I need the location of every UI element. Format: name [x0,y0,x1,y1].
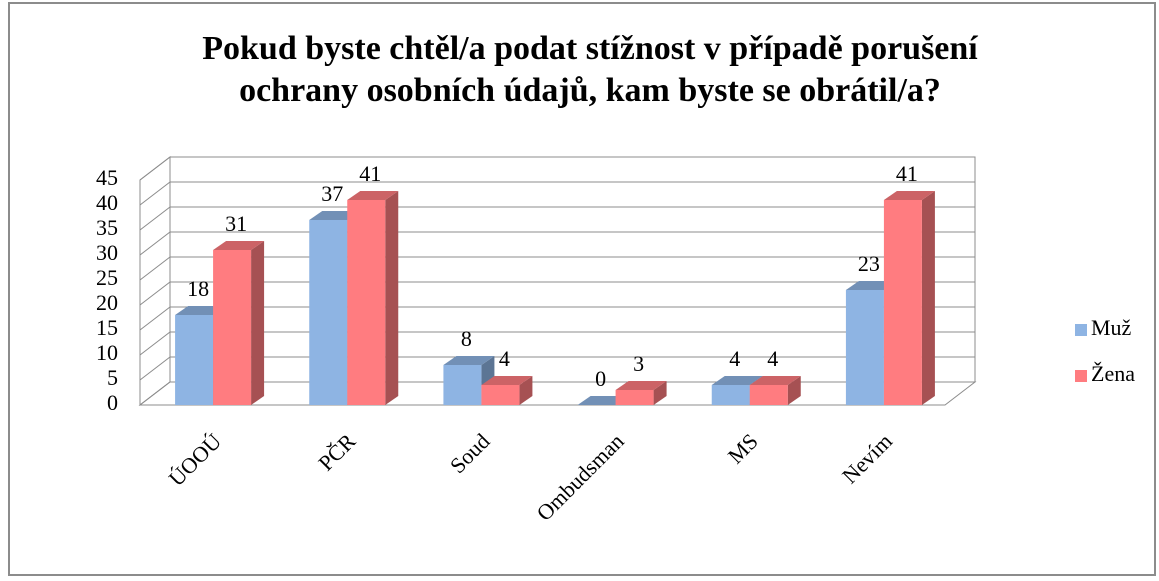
y-tick-label: 45 [96,165,118,190]
y-tick-label: 35 [96,215,118,240]
y-tick-label: 30 [96,240,118,265]
data-label: 4 [767,346,778,371]
y-tick-label: 0 [107,390,118,415]
data-label: 23 [858,251,880,276]
grid-line [139,281,975,306]
bar-top [749,376,801,385]
data-label: 0 [595,366,606,391]
data-label: 8 [461,326,472,351]
bar-top [711,376,763,385]
grid-line [139,256,975,281]
side-wall [139,155,171,407]
bar [481,385,520,405]
x-tick-label: Nevím [837,428,897,488]
y-tick-label: 25 [96,265,118,290]
legend-swatch [1075,324,1087,336]
grid-line [139,231,975,256]
legend-label: Muž [1091,315,1132,340]
bar [615,390,654,405]
bar-side [921,191,935,405]
bar-side [787,376,801,405]
bar-top [481,376,533,385]
x-tick-label: ÚOOÚ [164,428,227,491]
grid-line [139,156,975,181]
y-tick-label: 20 [96,290,118,315]
grid-line [139,381,975,406]
chart-frame [8,2,1156,576]
y-tick-label: 15 [96,315,118,340]
bar [347,200,386,405]
bar [309,220,348,405]
data-label: 41 [359,161,381,186]
bar [749,385,788,405]
bar [175,315,214,405]
bar-top [883,191,935,200]
bar-top [347,191,399,200]
y-tick-label: 5 [107,365,118,390]
data-label: 3 [633,351,644,376]
bar [213,250,252,405]
bar-top [213,241,265,250]
bar-side [251,241,265,405]
x-tick-label: PČR [313,428,360,475]
bar-side [653,381,667,405]
data-label: 31 [225,211,247,236]
chart-title: Pokud byste chtěl/a podat stížnost v pří… [202,30,978,109]
data-label: 4 [499,346,510,371]
x-tick-label: MS [723,428,763,468]
bar [845,290,884,405]
data-label: 18 [187,276,209,301]
x-tick-label: Ombudsman [531,428,628,525]
data-label: 41 [896,161,918,186]
bar-side [519,376,533,405]
y-tick-label: 40 [96,190,118,215]
grid-line [139,181,975,206]
legend-swatch [1075,370,1087,382]
bar [711,385,750,405]
bar-top [615,381,667,390]
legend-label: Žena [1091,361,1135,386]
data-label: 4 [729,346,740,371]
x-tick-label: Soud [445,428,495,478]
bar-top [443,356,495,365]
grid-line [139,356,975,381]
bar [443,365,482,405]
grid-line [139,306,975,331]
bar [883,200,922,405]
bar-side [385,191,399,405]
data-label: 37 [321,181,343,206]
grid-line [139,206,975,231]
grid-line [139,331,975,356]
y-tick-label: 10 [96,340,118,365]
